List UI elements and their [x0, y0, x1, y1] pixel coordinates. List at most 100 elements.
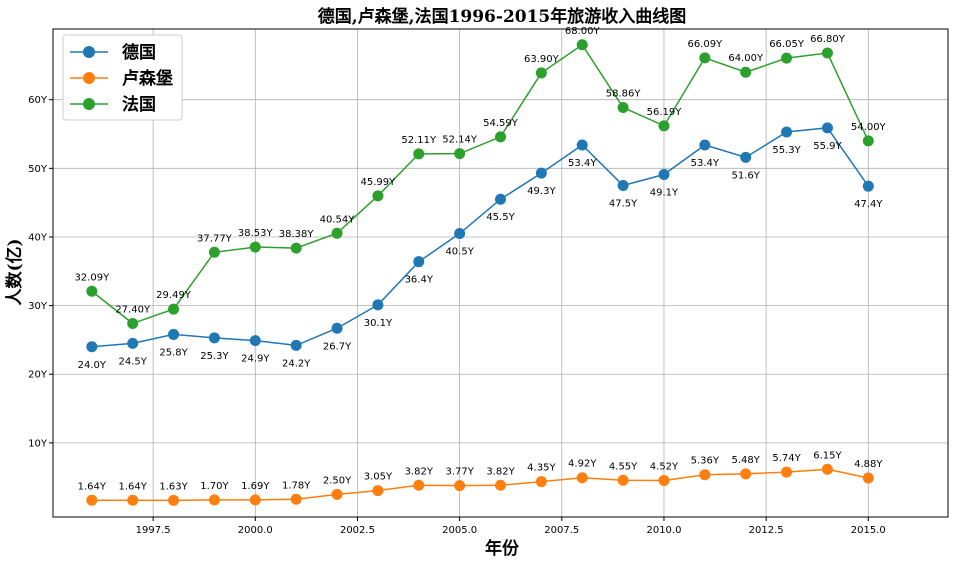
data-point-1	[617, 474, 629, 486]
data-label-1: 6.15Y	[813, 450, 842, 461]
data-label-1: 4.92Y	[568, 459, 597, 470]
data-point-1	[862, 472, 874, 484]
data-point-0	[862, 180, 874, 192]
x-tick-label: 2010.0	[646, 525, 681, 536]
data-point-2	[862, 135, 874, 147]
data-point-0	[535, 167, 547, 179]
data-label-2: 27.40Y	[115, 304, 151, 315]
data-point-2	[454, 148, 466, 160]
data-point-2	[821, 47, 833, 59]
data-point-1	[168, 494, 180, 506]
data-label-2: 32.09Y	[74, 272, 110, 283]
data-label-1: 1.64Y	[78, 481, 107, 492]
data-point-2	[535, 67, 547, 79]
x-tick-label: 2012.5	[749, 525, 784, 536]
legend-marker-france	[83, 98, 95, 110]
data-label-2: 45.99Y	[361, 177, 397, 188]
data-point-0	[168, 328, 180, 340]
data-label-1: 1.70Y	[200, 481, 229, 492]
legend-item-france: 法国	[70, 94, 156, 115]
data-point-0	[86, 341, 98, 353]
data-point-1	[658, 474, 670, 486]
data-label-2: 64.00Y	[728, 53, 764, 64]
data-point-1	[208, 494, 220, 506]
data-label-1: 1.78Y	[282, 480, 311, 491]
data-point-0	[331, 322, 343, 334]
plot-area	[53, 29, 948, 517]
data-point-1	[127, 494, 139, 506]
series-group	[86, 39, 874, 506]
data-label-1: 5.48Y	[732, 455, 761, 466]
grid	[53, 29, 948, 517]
data-point-0	[249, 335, 261, 347]
data-point-2	[617, 102, 629, 114]
data-point-2	[699, 52, 711, 64]
legend-label-france: 法国	[122, 94, 156, 115]
data-label-2: 52.11Y	[401, 135, 437, 146]
chart-title: 德国,卢森堡,法国1996-2015年旅游收入曲线图	[318, 6, 687, 27]
x-axis: 1997.5 2000.0 2002.5 2005.0 2007.5 2010.0 2012…	[136, 517, 886, 536]
data-label-2: 40.54Y	[320, 214, 356, 225]
data-point-0	[658, 169, 670, 181]
data-label-1: 3.82Y	[405, 466, 434, 477]
series-line-2	[91, 43, 869, 325]
legend-label-germany: 德国	[122, 42, 156, 63]
data-point-2	[290, 242, 302, 254]
data-label-0: 24.9Y	[241, 354, 270, 365]
data-point-0	[495, 193, 506, 205]
data-point-0	[821, 122, 833, 134]
data-label-0: 24.0Y	[78, 360, 107, 371]
data-point-1	[740, 468, 752, 480]
data-label-2: 54.00Y	[851, 122, 887, 133]
y-tick-label: 50Y	[28, 164, 48, 175]
legend-marker-luxembourg	[83, 72, 95, 84]
y-tick-label: 20Y	[28, 370, 48, 381]
data-label-0: 24.2Y	[282, 358, 311, 369]
data-point-0	[617, 179, 629, 191]
x-tick-label: 2007.5	[544, 525, 579, 536]
legend-label-luxembourg: 卢森堡	[122, 68, 173, 89]
data-point-2	[331, 227, 343, 239]
data-point-1	[535, 476, 547, 488]
data-label-0: 25.3Y	[200, 351, 229, 362]
x-tick-label: 2015.0	[851, 525, 886, 536]
data-label-2: 66.80Y	[810, 34, 846, 45]
data-point-2	[576, 39, 588, 51]
x-tick-label: 2000.0	[238, 525, 273, 536]
data-point-2	[495, 131, 506, 143]
data-label-0: 53.4Y	[691, 158, 720, 169]
data-label-0: 49.1Y	[650, 188, 679, 199]
data-point-2	[249, 241, 261, 253]
data-point-0	[413, 256, 425, 268]
data-label-0: 53.4Y	[568, 158, 597, 169]
data-point-0	[290, 339, 302, 351]
data-label-2: 37.77Y	[197, 233, 233, 244]
data-label-0: 30.1Y	[364, 318, 393, 329]
data-label-1: 4.88Y	[854, 459, 883, 470]
data-labels: 24.0Y 24.5Y 25.8Y 25.3Y 24.9Y 24.2Y 26.7Y 30.1Y…	[74, 26, 886, 493]
data-label-2: 29.49Y	[156, 290, 192, 301]
data-point-1	[372, 485, 384, 497]
data-label-0: 55.9Y	[813, 141, 842, 152]
data-point-2	[372, 190, 384, 202]
data-label-0: 55.3Y	[772, 145, 801, 156]
data-label-0: 25.8Y	[159, 347, 188, 358]
data-label-2: 52.14Y	[442, 135, 478, 146]
data-point-0	[127, 337, 139, 349]
data-label-0: 51.6Y	[732, 170, 761, 181]
data-label-0: 40.5Y	[445, 247, 474, 258]
data-label-2: 38.53Y	[238, 228, 274, 239]
data-label-2: 63.90Y	[524, 54, 560, 65]
data-label-0: 45.5Y	[486, 212, 515, 223]
y-axis-title: 人数(亿)	[4, 238, 25, 305]
data-point-0	[781, 126, 793, 138]
y-tick-label: 40Y	[28, 232, 48, 243]
data-label-0: 49.3Y	[527, 186, 556, 197]
data-label-2: 56.19Y	[647, 107, 683, 118]
data-label-2: 66.05Y	[769, 39, 805, 50]
data-point-1	[86, 494, 98, 506]
data-label-1: 5.74Y	[772, 453, 801, 464]
series-line-0	[91, 127, 869, 348]
series-line-1	[91, 468, 869, 502]
x-tick-label: 1997.5	[136, 525, 171, 536]
